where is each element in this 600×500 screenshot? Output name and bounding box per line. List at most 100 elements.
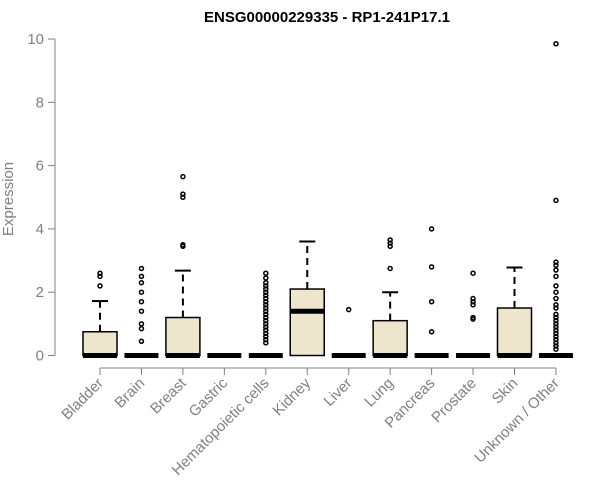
y-axis-label: Expression	[0, 162, 17, 236]
outlier-point	[553, 273, 559, 280]
outlier-point	[180, 173, 186, 180]
box-body	[82, 331, 118, 357]
outlier-point	[553, 283, 559, 289]
outlier-point	[553, 295, 559, 302]
x-tick-label: Bladder	[58, 375, 107, 424]
outlier-point	[138, 273, 145, 280]
x-tick-label: Skin	[489, 375, 522, 408]
y-tick-label: 8	[36, 94, 44, 111]
outlier-point	[263, 283, 269, 289]
outlier-point	[553, 324, 559, 330]
outlier-point	[263, 279, 269, 286]
outlier-point	[138, 308, 145, 314]
outlier-point	[263, 336, 269, 343]
y-tick-label: 4	[36, 221, 44, 238]
box-group	[372, 291, 408, 358]
outlier-point	[553, 327, 559, 333]
x-tick-label: Lung	[361, 375, 397, 411]
outlier-point	[263, 321, 269, 327]
boxes	[82, 240, 573, 358]
outlier-point	[180, 191, 186, 197]
outlier-point	[180, 241, 186, 248]
outlier-point	[97, 273, 103, 280]
outlier-point	[428, 298, 435, 305]
x-tick-label: Liver	[321, 375, 356, 410]
box-group	[165, 269, 201, 358]
outlier-point	[553, 314, 559, 321]
outlier-point	[387, 237, 393, 243]
box-body	[165, 316, 201, 357]
outlier-point	[553, 262, 559, 269]
x-tick-label: Breast	[147, 374, 190, 417]
outlier-point	[138, 289, 145, 295]
outlier-point	[553, 340, 559, 346]
box-body	[372, 319, 408, 357]
y-tick-label: 6	[36, 158, 44, 175]
outlier-point	[263, 295, 269, 302]
outlier-point	[263, 305, 269, 311]
outlier-point	[263, 308, 269, 314]
outlier-point	[553, 302, 559, 308]
outlier-point	[263, 298, 269, 305]
outlier-point	[97, 283, 103, 289]
outlier-point	[553, 40, 559, 47]
outlier-point	[138, 298, 145, 305]
outlier-point	[263, 327, 269, 333]
chart-title: ENSG00000229335 - RP1-241P17.1	[204, 9, 450, 26]
outlier-point	[263, 340, 269, 346]
outlier-point	[387, 240, 393, 246]
outlier-point	[428, 264, 435, 270]
outlier-point	[180, 194, 186, 200]
outlier-point	[470, 295, 476, 302]
outlier-point	[263, 289, 269, 295]
outlier-point	[263, 286, 269, 292]
outlier-point	[470, 298, 476, 305]
outlier-point	[470, 302, 476, 308]
outlier-point	[553, 336, 559, 343]
outlier-point	[138, 321, 145, 327]
outlier-point	[553, 311, 559, 318]
outlier-point	[553, 321, 559, 327]
outlier-point	[263, 275, 269, 281]
outlier-point	[263, 330, 269, 337]
outlier-point	[263, 292, 269, 299]
outlier-point	[138, 279, 145, 286]
box-group	[82, 300, 118, 358]
outlier-point	[470, 314, 476, 321]
outlier-point	[553, 259, 559, 265]
outlier-point	[263, 311, 269, 318]
outlier-point	[387, 265, 393, 272]
outlier-point	[553, 305, 559, 311]
outlier-point	[345, 306, 352, 313]
outlier-point	[553, 346, 559, 352]
outlier-point	[263, 333, 269, 340]
y-tick-label: 2	[36, 284, 44, 301]
box-group	[496, 266, 533, 358]
outlier-point	[553, 267, 559, 273]
outlier-point	[553, 317, 559, 324]
outlier-point	[138, 338, 145, 345]
x-tick-label: Prostate	[428, 375, 480, 427]
outlier-point	[138, 265, 145, 272]
x-tick-label: Kidney	[270, 374, 315, 419]
outliers	[97, 40, 559, 352]
outlier-point	[553, 289, 559, 295]
outlier-point	[138, 325, 145, 332]
outlier-point	[263, 314, 269, 321]
outlier-point	[428, 226, 435, 232]
outlier-point	[553, 333, 559, 340]
y-tick-label: 10	[27, 31, 44, 48]
outlier-point	[387, 243, 393, 250]
box-body	[289, 288, 325, 357]
outlier-point	[263, 270, 269, 276]
box-group	[289, 240, 325, 357]
outlier-point	[97, 270, 103, 276]
outlier-point	[263, 302, 269, 308]
outlier-point	[263, 317, 269, 324]
outlier-point	[553, 197, 559, 204]
outlier-point	[428, 329, 435, 335]
box-body	[496, 307, 533, 357]
